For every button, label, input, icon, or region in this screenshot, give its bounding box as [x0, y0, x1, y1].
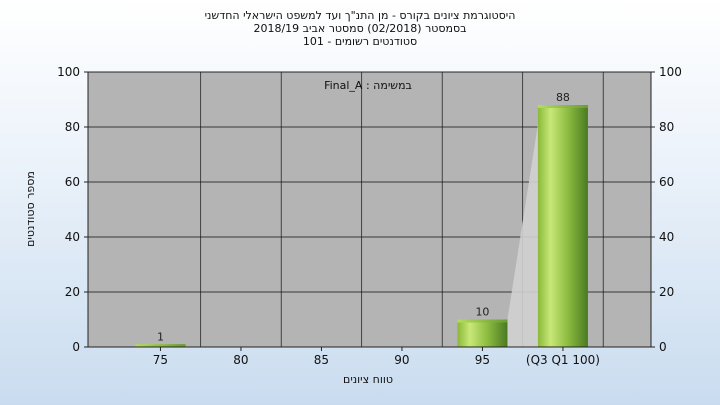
y-tick-label-left-5: 100 [57, 65, 80, 79]
x-axis-label: טווח ציונים [343, 373, 393, 386]
bar-5 [537, 105, 588, 347]
bar-cap-5 [537, 105, 588, 108]
y-tick-label-right-3: 60 [659, 175, 674, 189]
y-tick-label-right-1: 20 [659, 285, 674, 299]
chart-title-block: היסטוגרמת ציונים בקורס - מן התנ"ך ועד למ… [0, 9, 720, 48]
bar-cap-4 [457, 319, 508, 323]
y-axis-right: 0 20 40 60 80 100 [651, 65, 682, 354]
y-tick-label-left-4: 80 [65, 120, 80, 134]
chart-annotation: במשימה : Final_A [324, 79, 412, 92]
chart-title-line-1: היסטוגרמת ציונים בקורס - מן התנ"ך ועד למ… [204, 9, 516, 22]
x-tick-label-4: 95 [475, 353, 490, 367]
data-label-4: 10 [475, 306, 489, 319]
y-tick-label-right-5: 100 [659, 65, 682, 79]
data-label-5: 88 [556, 91, 570, 104]
y-tick-label-left-2: 40 [65, 230, 80, 244]
x-tick-label-1: 80 [233, 353, 248, 367]
y-tick-label-left-3: 60 [65, 175, 80, 189]
y-axis-label: מספר סטודנטים [24, 171, 37, 247]
x-tick-label-2: 85 [314, 353, 329, 367]
data-label-0: 1 [157, 330, 164, 343]
y-tick-label-right-0: 0 [659, 340, 667, 354]
x-tick-label-0: 75 [153, 353, 168, 367]
y-tick-label-left-0: 0 [72, 340, 80, 354]
trend-shadow [507, 105, 541, 347]
x-tick-label-5: (Q3 Q1 100) [526, 353, 600, 367]
y-tick-label-right-2: 40 [659, 230, 674, 244]
x-axis: 75 80 85 90 95 (Q3 Q1 100) [153, 347, 600, 367]
bar-cap-0 [135, 344, 186, 347]
y-axis-left: 0 20 40 60 80 100 [57, 65, 88, 354]
chart-title-line-2: בסמסטר (02/2018) סמסטר אביב 2018/19 [253, 22, 467, 35]
x-tick-label-3: 90 [394, 353, 409, 367]
plot-border [87, 71, 652, 348]
chart-title-line-3: סטודנטים רשומים - 101 [302, 35, 418, 48]
y-tick-label-right-4: 80 [659, 120, 674, 134]
bars: 1 10 88 [135, 91, 588, 347]
y-tick-label-left-1: 20 [65, 285, 80, 299]
bar-4 [457, 319, 508, 347]
